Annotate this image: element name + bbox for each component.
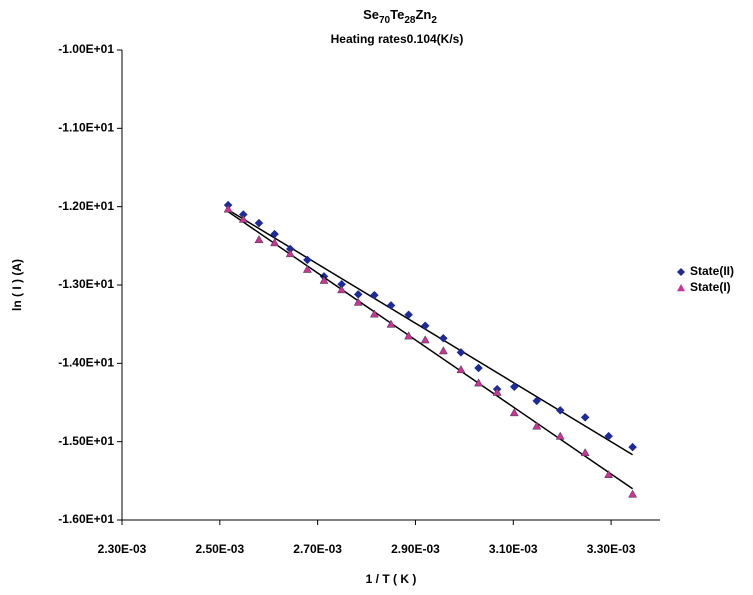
data-point [420,335,430,344]
data-point [456,348,466,357]
y-tick-label: -1.10E+01 [58,121,114,135]
y-axis-label: ln ( I ) (A) [10,259,24,311]
title-part: Zn [415,7,431,22]
data-point [303,255,312,265]
title-part: Se [363,7,379,22]
data-point [492,387,502,396]
title-part: 70 [379,15,391,26]
data-point [604,431,613,441]
data-point [404,310,413,320]
y-tick-label: -1.40E+01 [58,356,114,370]
legend-label: State(I) [690,280,731,294]
data-point [353,290,363,299]
data-point [254,235,264,244]
data-point [285,249,295,258]
trend-line [227,209,633,456]
x-tick-label: 3.10E-03 [489,542,538,556]
data-point [532,421,542,430]
x-tick-label: 2.50E-03 [195,542,244,556]
data-point [270,238,280,247]
data-point [369,309,379,318]
data-point [254,218,264,228]
data-point [474,378,483,387]
data-point [474,363,483,373]
x-axis-label: 1 / T ( K ) [366,572,417,586]
data-point [628,442,637,452]
legend-label: State(II) [690,264,734,278]
data-point [337,285,347,294]
data-point [223,204,233,213]
y-tick-label: -1.30E+01 [58,277,114,291]
data-point [302,264,312,273]
data-point [555,431,565,440]
y-tick-label: -1.20E+01 [58,199,114,213]
data-point [604,470,614,479]
trend-line [227,211,634,490]
y-tick-label: -1.50E+01 [58,434,114,448]
legend-marker [677,284,685,292]
data-point [580,413,590,422]
data-point [438,346,448,355]
data-point [509,382,519,392]
data-point [438,333,448,343]
data-point [386,301,396,310]
data-point [370,290,379,300]
data-point [628,489,638,498]
data-point [532,396,542,406]
data-point [456,365,466,374]
data-point [238,214,248,223]
chart-title: Se70Te28Zn2 [363,7,437,25]
data-point [386,319,396,328]
x-tick-label: 2.70E-03 [293,542,342,556]
title-part: Te [390,7,404,22]
data-point [420,321,430,331]
x-tick-label: 2.90E-03 [391,542,440,556]
legend-marker [677,268,685,276]
data-point [270,229,279,239]
title-part: 28 [404,15,416,26]
data-point [404,331,414,340]
y-tick-label: -1.00E+01 [58,42,114,56]
data-point [555,405,565,415]
chart-subtitle: Heating rates0.104(K/s) [331,32,464,46]
data-point [353,297,363,306]
y-tick-label: -1.60E+01 [58,512,114,526]
data-point [580,448,590,457]
data-point [319,275,329,284]
title-part: 2 [431,15,437,26]
x-tick-label: 3.30E-03 [587,542,636,556]
data-point [509,408,519,417]
x-tick-label: 2.30E-03 [98,542,147,556]
